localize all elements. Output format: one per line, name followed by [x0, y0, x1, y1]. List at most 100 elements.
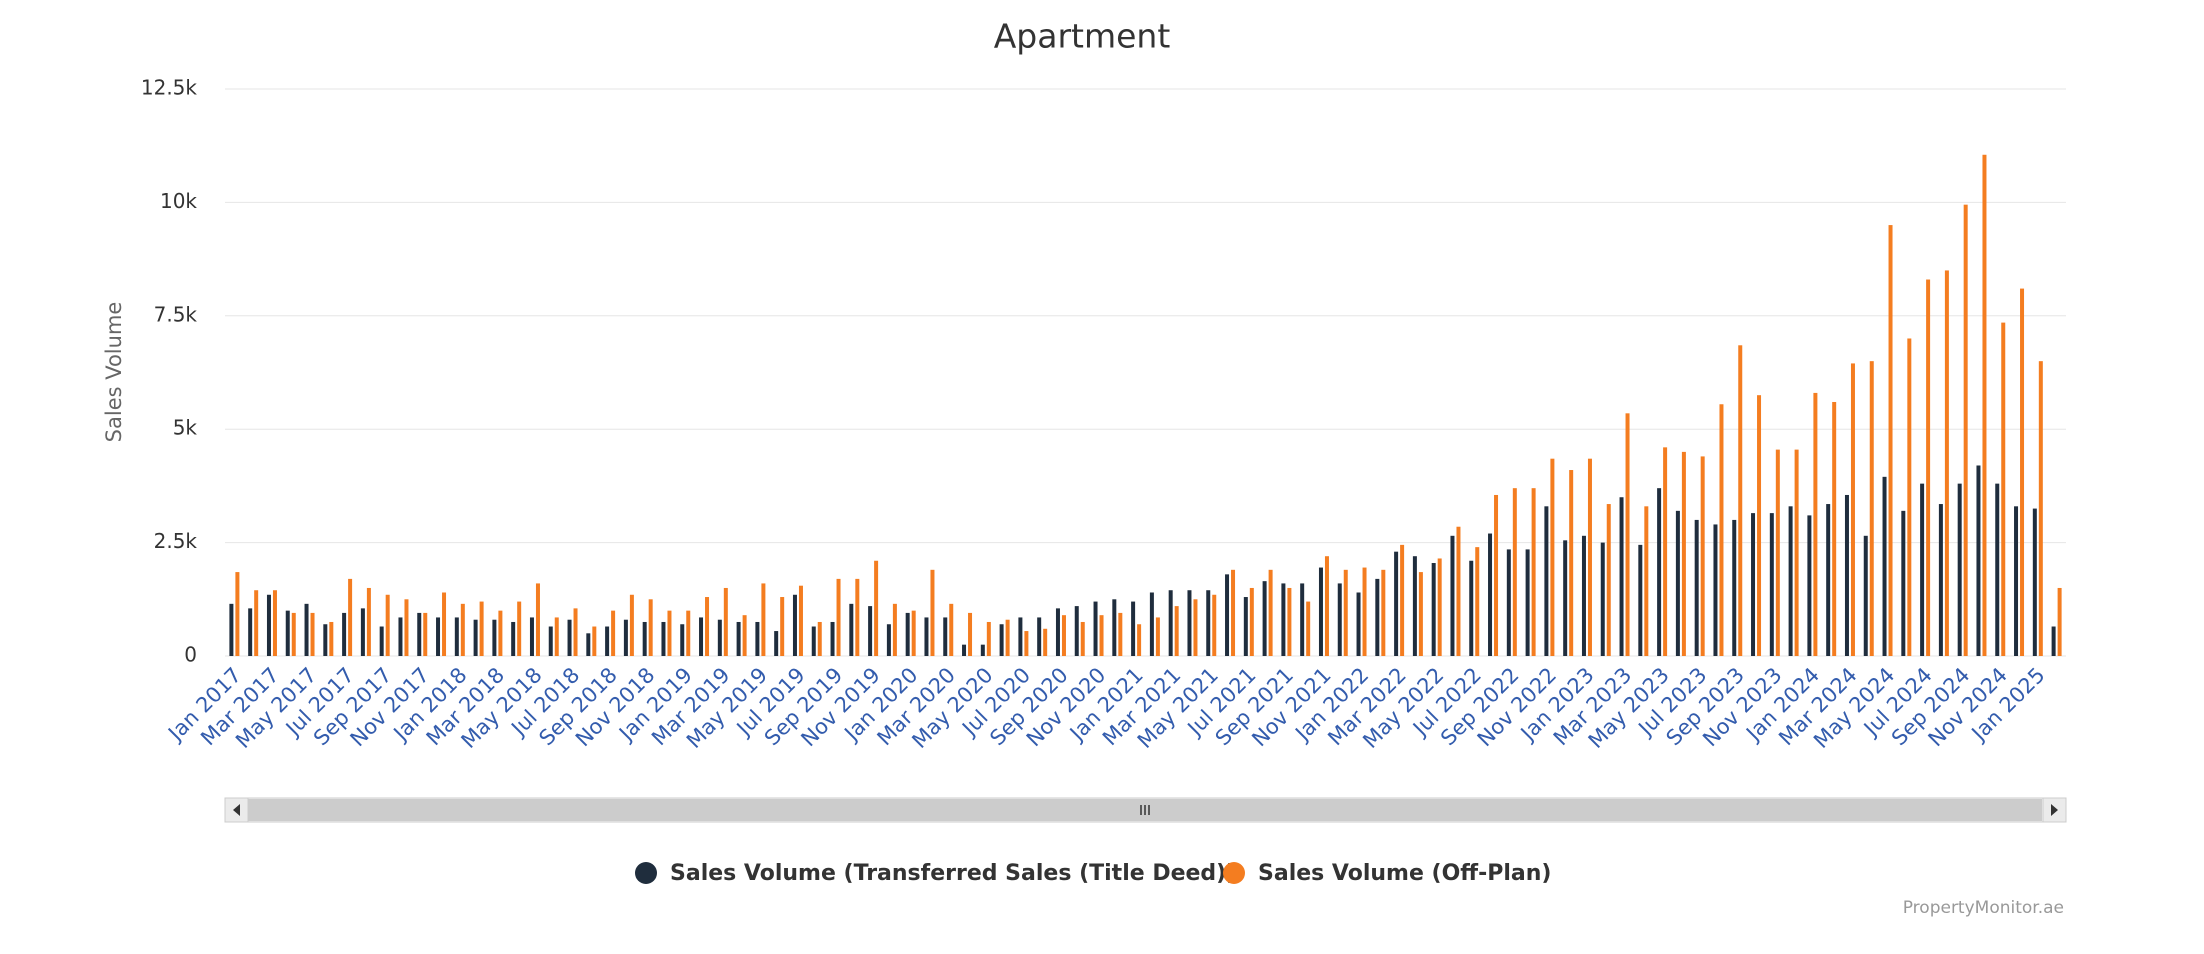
bar — [1381, 569, 1386, 656]
bar — [1550, 458, 1555, 656]
bar — [2038, 361, 2043, 656]
bar — [905, 612, 910, 656]
bar — [1751, 513, 1756, 656]
bar — [1512, 488, 1517, 656]
bar — [567, 619, 572, 656]
bar — [404, 599, 409, 656]
bar — [1863, 535, 1868, 656]
bar — [667, 610, 672, 656]
bar — [1995, 483, 2000, 656]
chart-title: Apartment — [994, 17, 1171, 56]
bar — [1055, 608, 1060, 656]
bar — [1794, 449, 1799, 656]
bar — [1769, 513, 1774, 656]
bar — [1475, 547, 1480, 656]
scrollbar[interactable] — [224, 797, 2067, 823]
bar — [1606, 504, 1611, 656]
bar — [1982, 154, 1987, 656]
bar — [1306, 601, 1311, 656]
bar — [235, 572, 240, 656]
bar — [680, 624, 685, 656]
bar — [1775, 449, 1780, 656]
bar — [1249, 587, 1254, 656]
legend-marker[interactable] — [1223, 862, 1245, 884]
bar — [254, 590, 259, 656]
bar — [436, 617, 441, 656]
legend-marker[interactable] — [635, 862, 657, 884]
bar — [460, 603, 465, 656]
legend-label[interactable]: Sales Volume (Transferred Sales (Title D… — [670, 861, 1236, 886]
bar — [1043, 628, 1048, 656]
bar — [586, 633, 591, 656]
bar — [723, 587, 728, 656]
bar — [1093, 601, 1098, 656]
bar — [1569, 470, 1574, 656]
bar — [1149, 592, 1154, 656]
bar — [1174, 606, 1179, 656]
bar — [573, 608, 578, 656]
bar — [498, 610, 503, 656]
bar — [417, 612, 422, 656]
bar — [1957, 483, 1962, 656]
bar — [1212, 594, 1217, 656]
bar — [1281, 583, 1286, 656]
bar — [1206, 590, 1211, 656]
bar — [623, 619, 628, 656]
bar — [1118, 612, 1123, 656]
bar — [980, 644, 985, 656]
y-tick-label: 2.5k — [154, 529, 198, 553]
bar — [1168, 590, 1173, 656]
bar — [686, 610, 691, 656]
bar — [1907, 338, 1912, 656]
bar — [1938, 504, 1943, 656]
bar — [554, 617, 559, 656]
bar — [529, 617, 534, 656]
bar — [1187, 590, 1192, 656]
bar — [811, 626, 816, 656]
bar — [836, 578, 841, 656]
bar — [1807, 515, 1812, 656]
bar — [1657, 488, 1662, 656]
bar — [924, 617, 929, 656]
bar — [1813, 392, 1818, 656]
y-tick-label: 5k — [173, 416, 198, 440]
legend-label[interactable]: Sales Volume (Off-Plan) — [1258, 861, 1552, 886]
bar — [1362, 567, 1367, 656]
bar — [892, 603, 897, 656]
bar — [229, 603, 234, 656]
bar — [886, 624, 891, 656]
bar — [266, 594, 271, 656]
arrow-left — [233, 804, 240, 816]
bar — [755, 621, 760, 656]
bar — [855, 578, 860, 656]
bar — [1412, 556, 1417, 656]
bar — [1343, 569, 1348, 656]
bar — [736, 621, 741, 656]
bar — [1888, 225, 1893, 656]
bar — [1262, 581, 1267, 656]
bar — [1488, 533, 1493, 656]
bar — [1112, 599, 1117, 656]
bar — [1563, 540, 1568, 656]
arrow-right — [2051, 804, 2058, 816]
bar — [1456, 526, 1461, 656]
bar — [1024, 631, 1029, 656]
bar — [304, 603, 309, 656]
bar — [1963, 204, 1968, 656]
bar — [1901, 510, 1906, 656]
bar — [2001, 322, 2006, 656]
bar — [1137, 624, 1142, 656]
bar — [1099, 615, 1104, 656]
bar — [423, 612, 428, 656]
bar — [1268, 569, 1273, 656]
bar — [291, 612, 296, 656]
grip — [1140, 805, 1150, 815]
bar — [792, 594, 797, 656]
bar — [1757, 395, 1762, 656]
bar — [1080, 621, 1085, 656]
bar — [1600, 542, 1605, 656]
bar — [2014, 506, 2019, 656]
bar — [2020, 288, 2025, 656]
